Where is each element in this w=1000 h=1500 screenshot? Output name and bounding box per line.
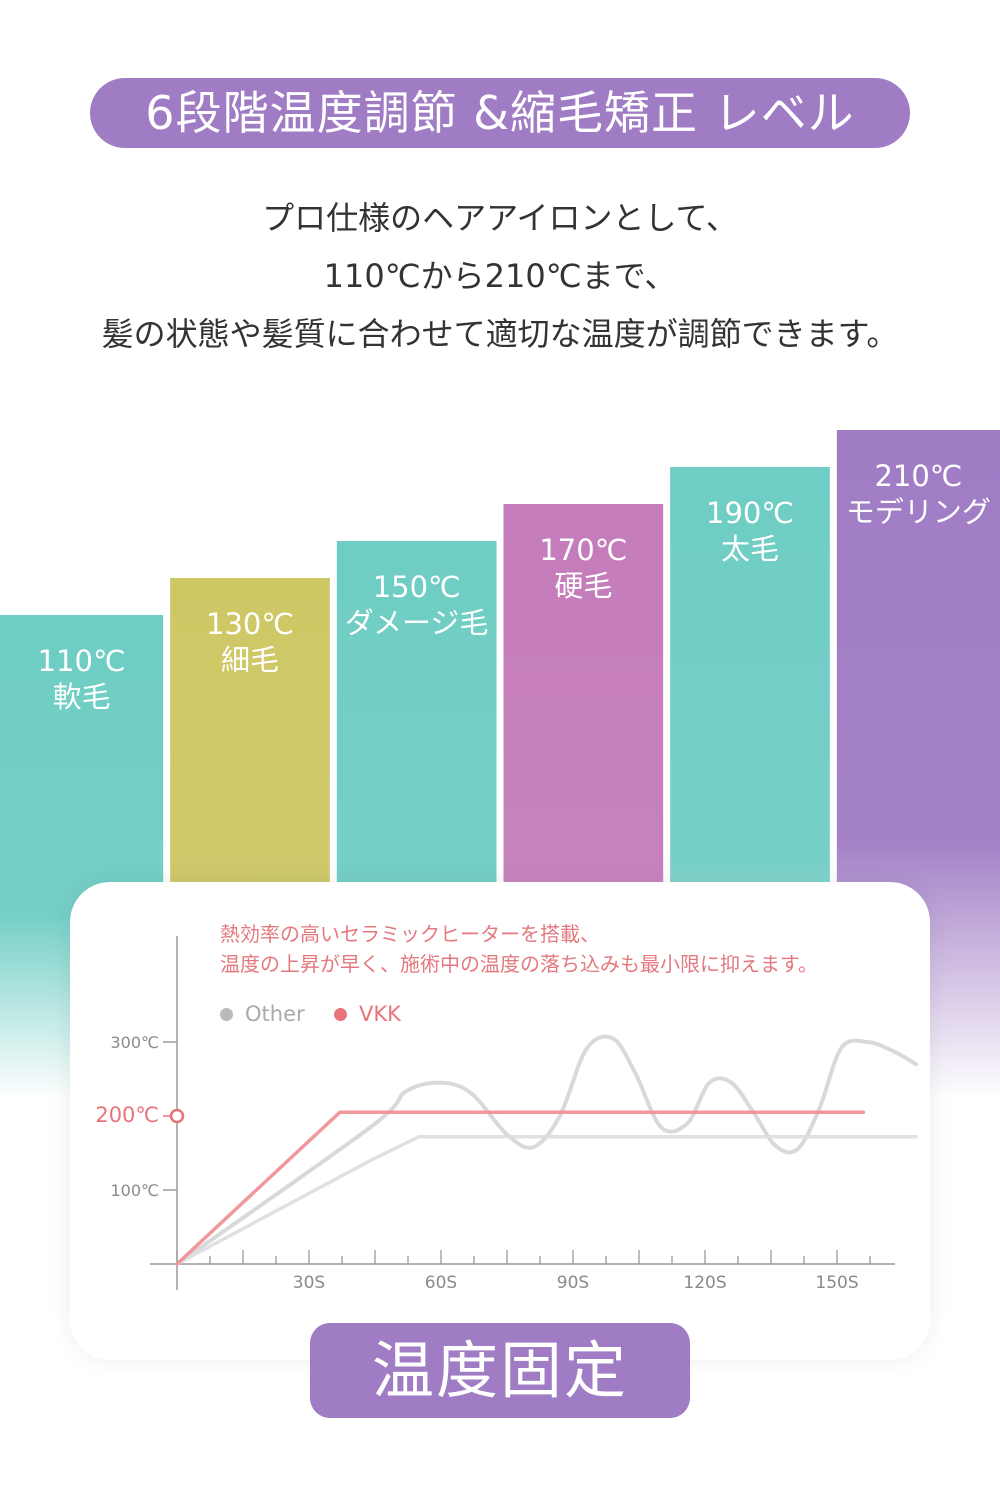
level-hair-label-6: モデリング [846,495,991,529]
intro-line-3: 髪の状態や髪質に合わせて適切な温度が調節できます。 [101,315,899,353]
level-temp-label-3: 150℃ [373,570,461,604]
level-hair-label-5: 太毛 [721,532,779,566]
intro-line-2: 110℃から210℃まで、 [323,257,677,295]
level-hair-label-4: 硬毛 [554,569,612,603]
level-temp-label-6: 210℃ [874,459,962,493]
page-title: 6段階温度調節 &縮毛矯正 レベル [90,78,910,148]
legend-dot-other [220,1007,233,1021]
level-hair-label-3: ダメージ毛 [345,606,489,640]
level-temp-label-2: 130℃ [206,607,294,641]
chart-note-line-2: 温度の上昇が早く、施術中の温度の落ち込みも最小限に抑えます。 [220,952,818,976]
fixed-temperature-label: 温度固定 [310,1323,690,1418]
level-temp-label-1: 110℃ [38,644,126,678]
level-temp-label-5: 190℃ [706,496,794,530]
legend-item-vkk: VKK [334,1002,401,1026]
legend-item-other: Other [220,1002,305,1026]
chart-note-line-1: 熱効率の高いセラミックヒーターを搭載、 [220,922,600,946]
legend-dot-vkk [334,1007,347,1021]
level-temp-label-4: 170℃ [539,533,627,567]
legend-label-vkk: VKK [359,1002,401,1026]
level-hair-label-2: 細毛 [221,643,279,677]
intro-line-1: プロ仕様のヘアアイロンとして、 [262,199,738,237]
legend-label-other: Other [245,1002,305,1026]
level-hair-label-1: 軟毛 [53,680,111,714]
